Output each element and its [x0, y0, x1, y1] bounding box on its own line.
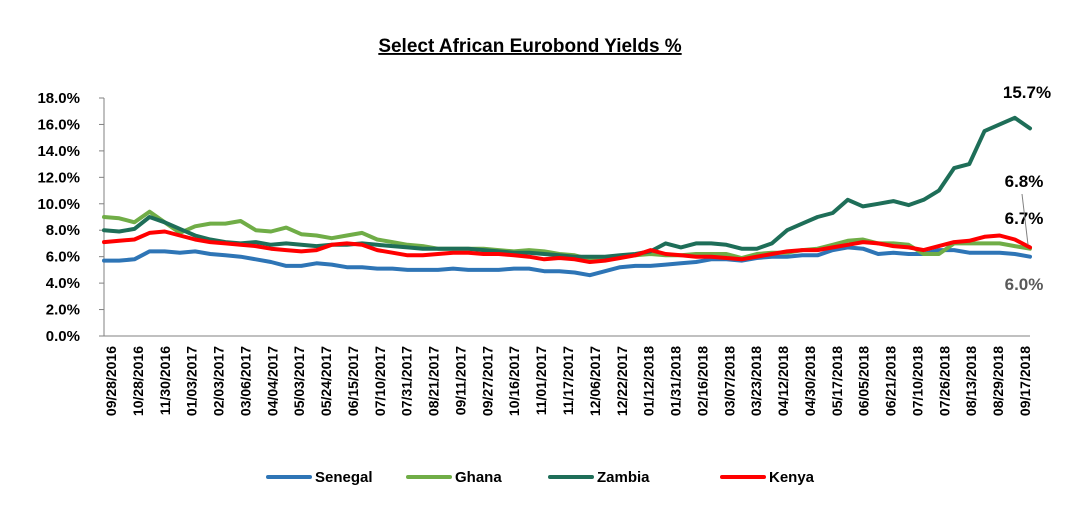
annotation-ghana: 6.8% — [1005, 172, 1044, 191]
x-tick-label: 02/16/2018 — [694, 346, 710, 416]
series-lines — [102, 115, 1032, 278]
annotation-kenya: 6.7% — [1005, 209, 1044, 228]
x-tick-label: 06/21/2018 — [883, 346, 899, 416]
legend-label-senegal: Senegal — [315, 469, 373, 486]
y-tick-label: 10.0% — [37, 196, 80, 213]
x-tick-label: 07/10/2018 — [909, 346, 925, 416]
legend: Senegal Ghana Zambia Kenya — [266, 469, 815, 486]
x-tick-label: 03/06/2017 — [237, 346, 253, 416]
annotation-senegal: 6.0% — [1005, 275, 1044, 294]
y-axis-ticks: 0.0% 2.0% 4.0% 6.0% 8.0% 10.0% 12.0% 14.0% 16.0%… — [37, 90, 104, 345]
x-tick-label: 09/11/2017 — [452, 346, 468, 416]
y-tick-label: 18.0% — [37, 90, 80, 107]
x-tick-label: 01/31/2018 — [668, 346, 684, 416]
x-tick-label: 10/28/2016 — [130, 346, 146, 416]
x-tick-label: 05/24/2017 — [318, 346, 334, 416]
x-tick-label: 12/06/2017 — [587, 346, 603, 416]
y-tick-label: 0.0% — [46, 328, 80, 345]
y-tick-label: 2.0% — [46, 302, 80, 319]
x-axis-ticks: 09/28/2016 10/28/2016 11/30/2016 01/03/2017… — [103, 346, 1033, 416]
x-tick-label: 02/03/2017 — [211, 346, 227, 416]
x-tick-label: 08/13/2018 — [963, 346, 979, 416]
x-tick-label: 06/15/2017 — [345, 346, 361, 416]
x-tick-label: 10/16/2017 — [506, 346, 522, 416]
x-tick-label: 12/22/2017 — [614, 346, 630, 416]
x-tick-label: 07/26/2018 — [936, 346, 952, 416]
x-tick-label: 08/29/2018 — [990, 346, 1006, 416]
annotation-zambia: 15.7% — [1003, 83, 1051, 102]
annotation-leader-ghana — [1021, 193, 1029, 245]
x-tick-label: 01/12/2018 — [641, 346, 657, 416]
x-tick-label: 11/17/2017 — [560, 346, 576, 416]
x-tick-label: 11/01/2017 — [533, 346, 549, 416]
x-tick-label: 09/17/2018 — [1017, 346, 1033, 416]
x-tick-label: 04/12/2018 — [775, 346, 791, 416]
x-tick-label: 07/10/2017 — [372, 346, 388, 416]
legend-label-ghana: Ghana — [455, 469, 502, 486]
x-tick-label: 08/21/2017 — [426, 346, 442, 416]
x-tick-label: 03/23/2018 — [748, 346, 764, 416]
x-tick-label: 11/30/2016 — [157, 346, 173, 416]
y-tick-label: 12.0% — [37, 169, 80, 186]
y-tick-label: 16.0% — [37, 116, 80, 133]
x-tick-label: 01/03/2017 — [184, 346, 200, 416]
x-tick-label: 06/05/2018 — [856, 346, 872, 416]
series-line-senegal — [102, 245, 1032, 278]
x-tick-label: 09/27/2017 — [479, 346, 495, 416]
y-tick-label: 14.0% — [37, 143, 80, 160]
x-tick-label: 05/03/2017 — [291, 346, 307, 416]
legend-label-zambia: Zambia — [597, 469, 650, 486]
x-tick-label: 05/17/2018 — [829, 346, 845, 416]
series-line-zambia — [102, 115, 1032, 259]
x-tick-label: 04/30/2018 — [802, 346, 818, 416]
legend-label-kenya: Kenya — [769, 469, 815, 486]
series-line-kenya — [102, 229, 1032, 264]
y-tick-label: 8.0% — [46, 222, 80, 239]
y-tick-label: 6.0% — [46, 249, 80, 266]
x-tick-label: 03/07/2018 — [721, 346, 737, 416]
y-tick-label: 4.0% — [46, 275, 80, 292]
x-tick-label: 09/28/2016 — [103, 346, 119, 416]
x-tick-label: 07/31/2017 — [399, 346, 415, 416]
x-tick-label: 04/04/2017 — [264, 346, 280, 416]
end-value-annotations: 15.7% 6.8% 6.7% 6.0% — [1003, 83, 1051, 294]
chart-title: Select African Eurobond Yields % — [378, 36, 681, 57]
